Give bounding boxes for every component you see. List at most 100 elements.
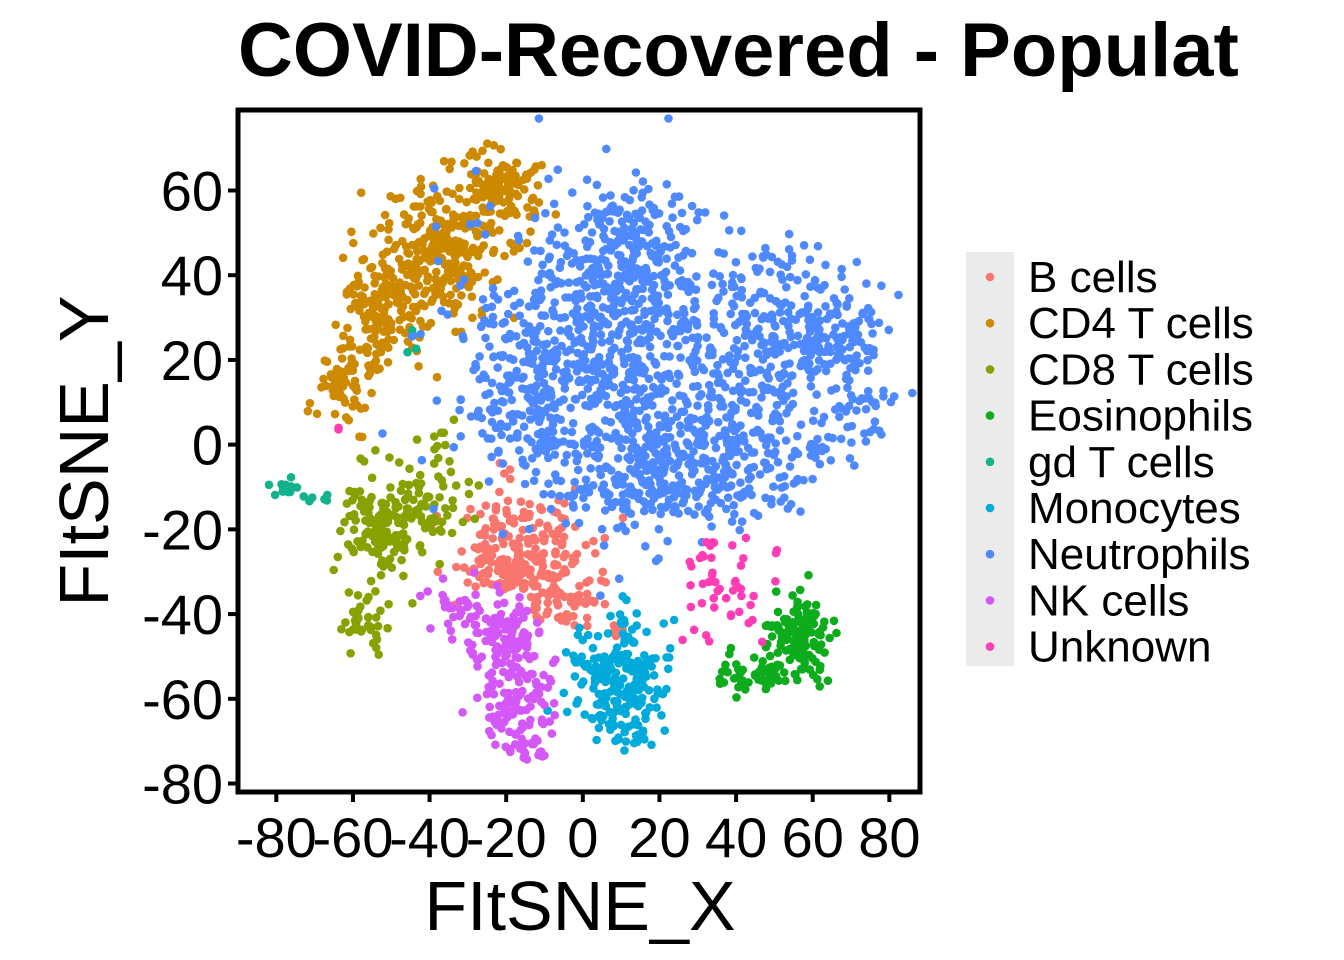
data-point xyxy=(481,546,491,555)
data-point xyxy=(480,531,490,540)
data-point xyxy=(526,227,535,236)
data-point xyxy=(575,581,584,591)
data-point xyxy=(749,448,759,457)
data-point xyxy=(500,317,510,327)
data-point xyxy=(451,298,460,308)
data-point xyxy=(800,658,809,667)
data-point xyxy=(506,667,516,677)
data-point xyxy=(617,320,626,330)
data-point xyxy=(577,338,587,347)
data-point xyxy=(458,708,467,717)
data-point xyxy=(448,496,457,505)
data-point xyxy=(810,275,820,285)
data-point xyxy=(676,326,685,336)
data-point xyxy=(653,685,662,694)
data-point xyxy=(799,241,809,250)
data-point xyxy=(551,547,560,556)
data-point xyxy=(711,577,720,587)
data-point xyxy=(521,328,531,338)
data-point xyxy=(359,254,369,264)
data-point xyxy=(865,427,875,437)
data-point xyxy=(488,284,498,293)
data-point xyxy=(392,287,401,296)
data-point xyxy=(322,357,332,367)
data-point xyxy=(514,653,523,663)
data-point xyxy=(613,208,623,217)
data-point xyxy=(363,343,373,353)
data-point xyxy=(632,662,641,671)
data-point xyxy=(811,600,821,610)
data-point xyxy=(520,479,530,489)
data-point xyxy=(704,512,714,521)
data-point xyxy=(631,168,641,177)
data-point xyxy=(834,341,844,351)
data-point xyxy=(592,291,602,301)
data-point xyxy=(464,600,473,610)
data-point xyxy=(485,342,494,351)
data-point xyxy=(503,206,512,216)
data-point xyxy=(750,308,760,318)
data-point xyxy=(403,218,412,228)
data-point xyxy=(686,602,696,612)
data-point xyxy=(670,192,680,202)
data-point xyxy=(785,462,795,471)
data-point xyxy=(404,480,413,490)
data-point xyxy=(437,476,447,485)
data-point xyxy=(765,267,775,277)
y-tick-label: 0 xyxy=(192,414,223,477)
data-point xyxy=(626,482,635,491)
data-point xyxy=(611,674,620,684)
data-point xyxy=(672,379,681,389)
data-point xyxy=(734,317,744,327)
data-point xyxy=(717,667,727,676)
data-point xyxy=(678,635,687,645)
data-point xyxy=(466,612,476,622)
data-point xyxy=(515,341,524,350)
data-point xyxy=(524,358,534,367)
data-point xyxy=(504,378,514,388)
data-point xyxy=(635,213,645,223)
data-point xyxy=(664,664,673,674)
data-point xyxy=(371,323,381,332)
data-point xyxy=(505,747,515,757)
data-point xyxy=(359,299,369,309)
data-point xyxy=(456,395,466,404)
data-point xyxy=(506,474,515,484)
data-point xyxy=(470,211,480,221)
data-point xyxy=(616,720,626,730)
data-point xyxy=(732,291,741,301)
data-point xyxy=(435,559,445,569)
data-point xyxy=(729,500,738,510)
data-point xyxy=(641,542,650,551)
data-point xyxy=(598,193,608,202)
data-point xyxy=(569,249,578,258)
data-point xyxy=(646,479,655,489)
data-point xyxy=(652,327,662,337)
data-point xyxy=(592,180,602,190)
data-point xyxy=(559,552,568,562)
data-point xyxy=(789,340,799,350)
series-eosinophils xyxy=(715,570,841,702)
data-point xyxy=(672,412,682,422)
data-point xyxy=(631,694,641,704)
legend-label: Eosinophils xyxy=(1028,392,1253,441)
data-point xyxy=(806,382,816,391)
data-point xyxy=(603,269,613,279)
data-point xyxy=(817,418,826,428)
data-point xyxy=(417,455,427,465)
data-point xyxy=(671,444,681,454)
legend-label: gd T cells xyxy=(1028,438,1215,487)
data-point xyxy=(516,497,526,507)
data-point xyxy=(512,332,521,341)
data-point xyxy=(669,492,679,502)
data-point xyxy=(364,620,373,630)
data-point xyxy=(655,474,664,484)
data-point xyxy=(615,434,624,443)
data-point xyxy=(676,281,686,291)
data-point xyxy=(547,490,556,499)
data-point xyxy=(505,659,515,668)
data-point xyxy=(588,643,598,653)
data-point xyxy=(480,268,490,277)
data-point xyxy=(662,421,671,431)
legend-label: Monocytes xyxy=(1028,484,1241,533)
